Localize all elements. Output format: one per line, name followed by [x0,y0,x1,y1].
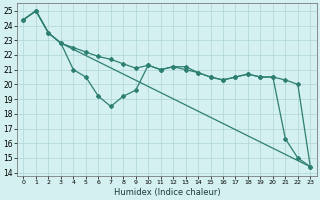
X-axis label: Humidex (Indice chaleur): Humidex (Indice chaleur) [114,188,220,197]
